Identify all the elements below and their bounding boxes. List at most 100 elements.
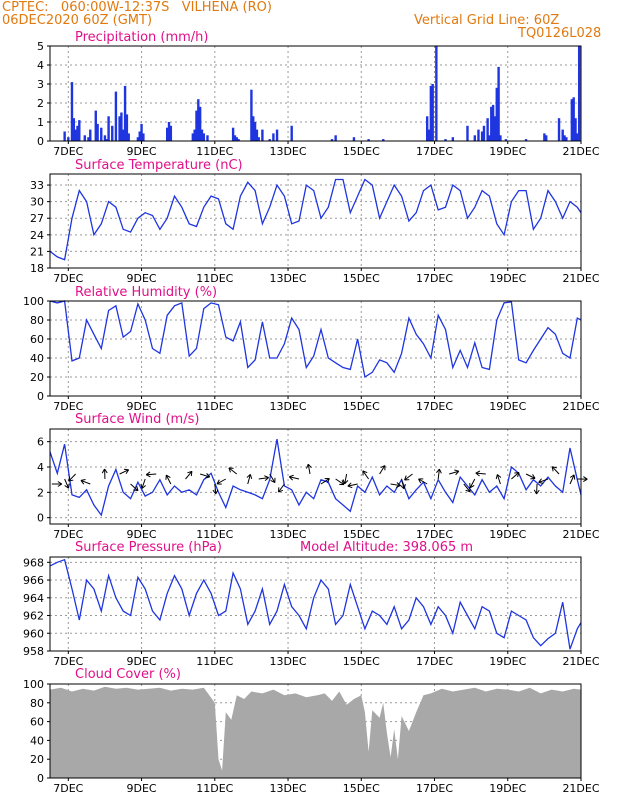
wind-vector bbox=[101, 468, 108, 480]
y-tick-label: 0 bbox=[37, 772, 44, 785]
wind-vector bbox=[246, 473, 253, 485]
header-left-line1: CPTEC: 060:00W-12:37S VILHENA (RO) bbox=[2, 0, 272, 15]
x-tick-label: 17DEC bbox=[416, 655, 453, 668]
wind-vector bbox=[258, 475, 269, 482]
y-tick-label: 21 bbox=[30, 245, 44, 258]
x-tick-label: 13DEC bbox=[269, 145, 306, 158]
x-tick-label: 21DEC bbox=[562, 400, 599, 413]
wind-vector bbox=[347, 482, 358, 489]
precip-bar bbox=[233, 135, 237, 141]
precip-panel: 0 1 2 3 4 5 7DEC 9DEC 11DEC 13DEC 15DEC 17DEC 19DEC 2… bbox=[37, 30, 600, 158]
precip-bar bbox=[545, 135, 548, 141]
wind-vector bbox=[335, 478, 345, 486]
x-tick-label: 19DEC bbox=[489, 655, 526, 668]
header-left-line2: 06DEC2020 60Z (GMT) bbox=[2, 13, 153, 28]
precip-bar bbox=[140, 123, 143, 141]
x-tick-label: 9DEC bbox=[126, 400, 156, 413]
precip-bar bbox=[425, 116, 429, 141]
wind-title: Surface Wind (m/s) bbox=[75, 412, 199, 427]
wind-vector bbox=[130, 483, 139, 492]
precip-bar bbox=[543, 133, 546, 141]
precip-bar bbox=[574, 118, 577, 141]
wind-vector bbox=[145, 471, 157, 478]
x-tick-label: 15DEC bbox=[343, 655, 380, 668]
y-tick-label: 966 bbox=[23, 574, 44, 587]
wind-vector bbox=[342, 473, 349, 485]
precip-bar bbox=[76, 125, 79, 141]
model-altitude-annotation: Model Altitude: 398.065 m bbox=[300, 540, 473, 555]
wind-vector bbox=[418, 478, 428, 485]
precip-bar bbox=[138, 131, 141, 141]
psfc-line bbox=[49, 558, 582, 650]
precip-bar bbox=[577, 46, 581, 141]
panel-frame bbox=[49, 300, 582, 397]
temp-panel: 18 21 24 27 30 33 7DEC 9DEC 11DEC 13DEC 15DEC 17DEC… bbox=[30, 158, 600, 285]
precip-bar bbox=[435, 46, 438, 141]
x-tick-label: 19DEC bbox=[489, 528, 526, 541]
x-tick-label: 11DEC bbox=[196, 145, 233, 158]
wind-vector bbox=[68, 473, 76, 482]
x-tick-label: 17DEC bbox=[416, 782, 453, 795]
precip-bar bbox=[382, 139, 385, 141]
y-tick-label: 0 bbox=[37, 512, 44, 525]
precip-bar bbox=[100, 127, 103, 141]
precip-bar bbox=[272, 133, 275, 141]
wind-vector bbox=[569, 474, 576, 485]
cloud-cover-area bbox=[50, 686, 581, 778]
precip-bar bbox=[235, 137, 238, 141]
y-tick-label: 1 bbox=[37, 116, 44, 129]
y-tick-label: 4 bbox=[37, 461, 44, 474]
y-tick-label: 968 bbox=[23, 556, 44, 569]
wind-vector bbox=[469, 478, 476, 489]
precip-bar bbox=[431, 84, 434, 141]
precip-bar bbox=[142, 133, 145, 141]
wind-vector bbox=[216, 478, 227, 485]
x-tick-label: 19DEC bbox=[489, 145, 526, 158]
precip-bar bbox=[120, 112, 123, 141]
y-tick-label: 100 bbox=[23, 295, 44, 308]
wind-vector bbox=[436, 468, 442, 480]
precip-bar bbox=[290, 125, 293, 141]
precip-bar bbox=[83, 135, 86, 141]
precip-bar bbox=[565, 137, 568, 141]
y-tick-label: 27 bbox=[30, 212, 44, 225]
wind-vector bbox=[362, 470, 370, 480]
precip-bar bbox=[231, 127, 235, 141]
panel-frame bbox=[49, 428, 582, 525]
wind-vector bbox=[64, 478, 70, 489]
precip-bar bbox=[96, 123, 99, 141]
x-tick-label: 21DEC bbox=[562, 272, 599, 285]
wind-vector bbox=[185, 470, 193, 480]
y-tick-label: 80 bbox=[30, 314, 44, 327]
x-tick-label: 11DEC bbox=[196, 655, 233, 668]
y-tick-label: 20 bbox=[30, 753, 44, 766]
psfc-panel: 958 960 962 964 966 968 7DEC 9DEC 11DEC 13DEC 15DE… bbox=[23, 540, 600, 668]
precip-bar bbox=[74, 129, 77, 141]
precip-bar bbox=[466, 125, 469, 141]
x-tick-label: 13DEC bbox=[269, 400, 306, 413]
x-tick-label: 7DEC bbox=[53, 782, 83, 795]
y-tick-label: 2 bbox=[37, 97, 44, 110]
x-tick-label: 17DEC bbox=[416, 528, 453, 541]
wind-vector bbox=[449, 469, 460, 476]
x-tick-label: 11DEC bbox=[196, 782, 233, 795]
precip-bar bbox=[275, 129, 279, 141]
precip-bar bbox=[491, 104, 495, 141]
precip-bar bbox=[114, 91, 118, 141]
wind-vector bbox=[119, 468, 130, 475]
precip-bar bbox=[495, 87, 498, 141]
precip-bar bbox=[87, 137, 90, 141]
x-tick-label: 15DEC bbox=[343, 272, 380, 285]
panel-frame bbox=[49, 556, 582, 652]
x-tick-label: 11DEC bbox=[196, 528, 233, 541]
x-tick-label: 7DEC bbox=[53, 655, 83, 668]
x-tick-label: 7DEC bbox=[53, 400, 83, 413]
precip-bar bbox=[94, 110, 97, 141]
wind-vector bbox=[538, 478, 549, 484]
precip-bar bbox=[253, 122, 257, 141]
precip-bar bbox=[504, 139, 508, 141]
precip-bar bbox=[444, 139, 447, 141]
rh-line bbox=[49, 300, 582, 379]
precip-bar bbox=[63, 131, 66, 141]
x-tick-label: 13DEC bbox=[269, 782, 306, 795]
